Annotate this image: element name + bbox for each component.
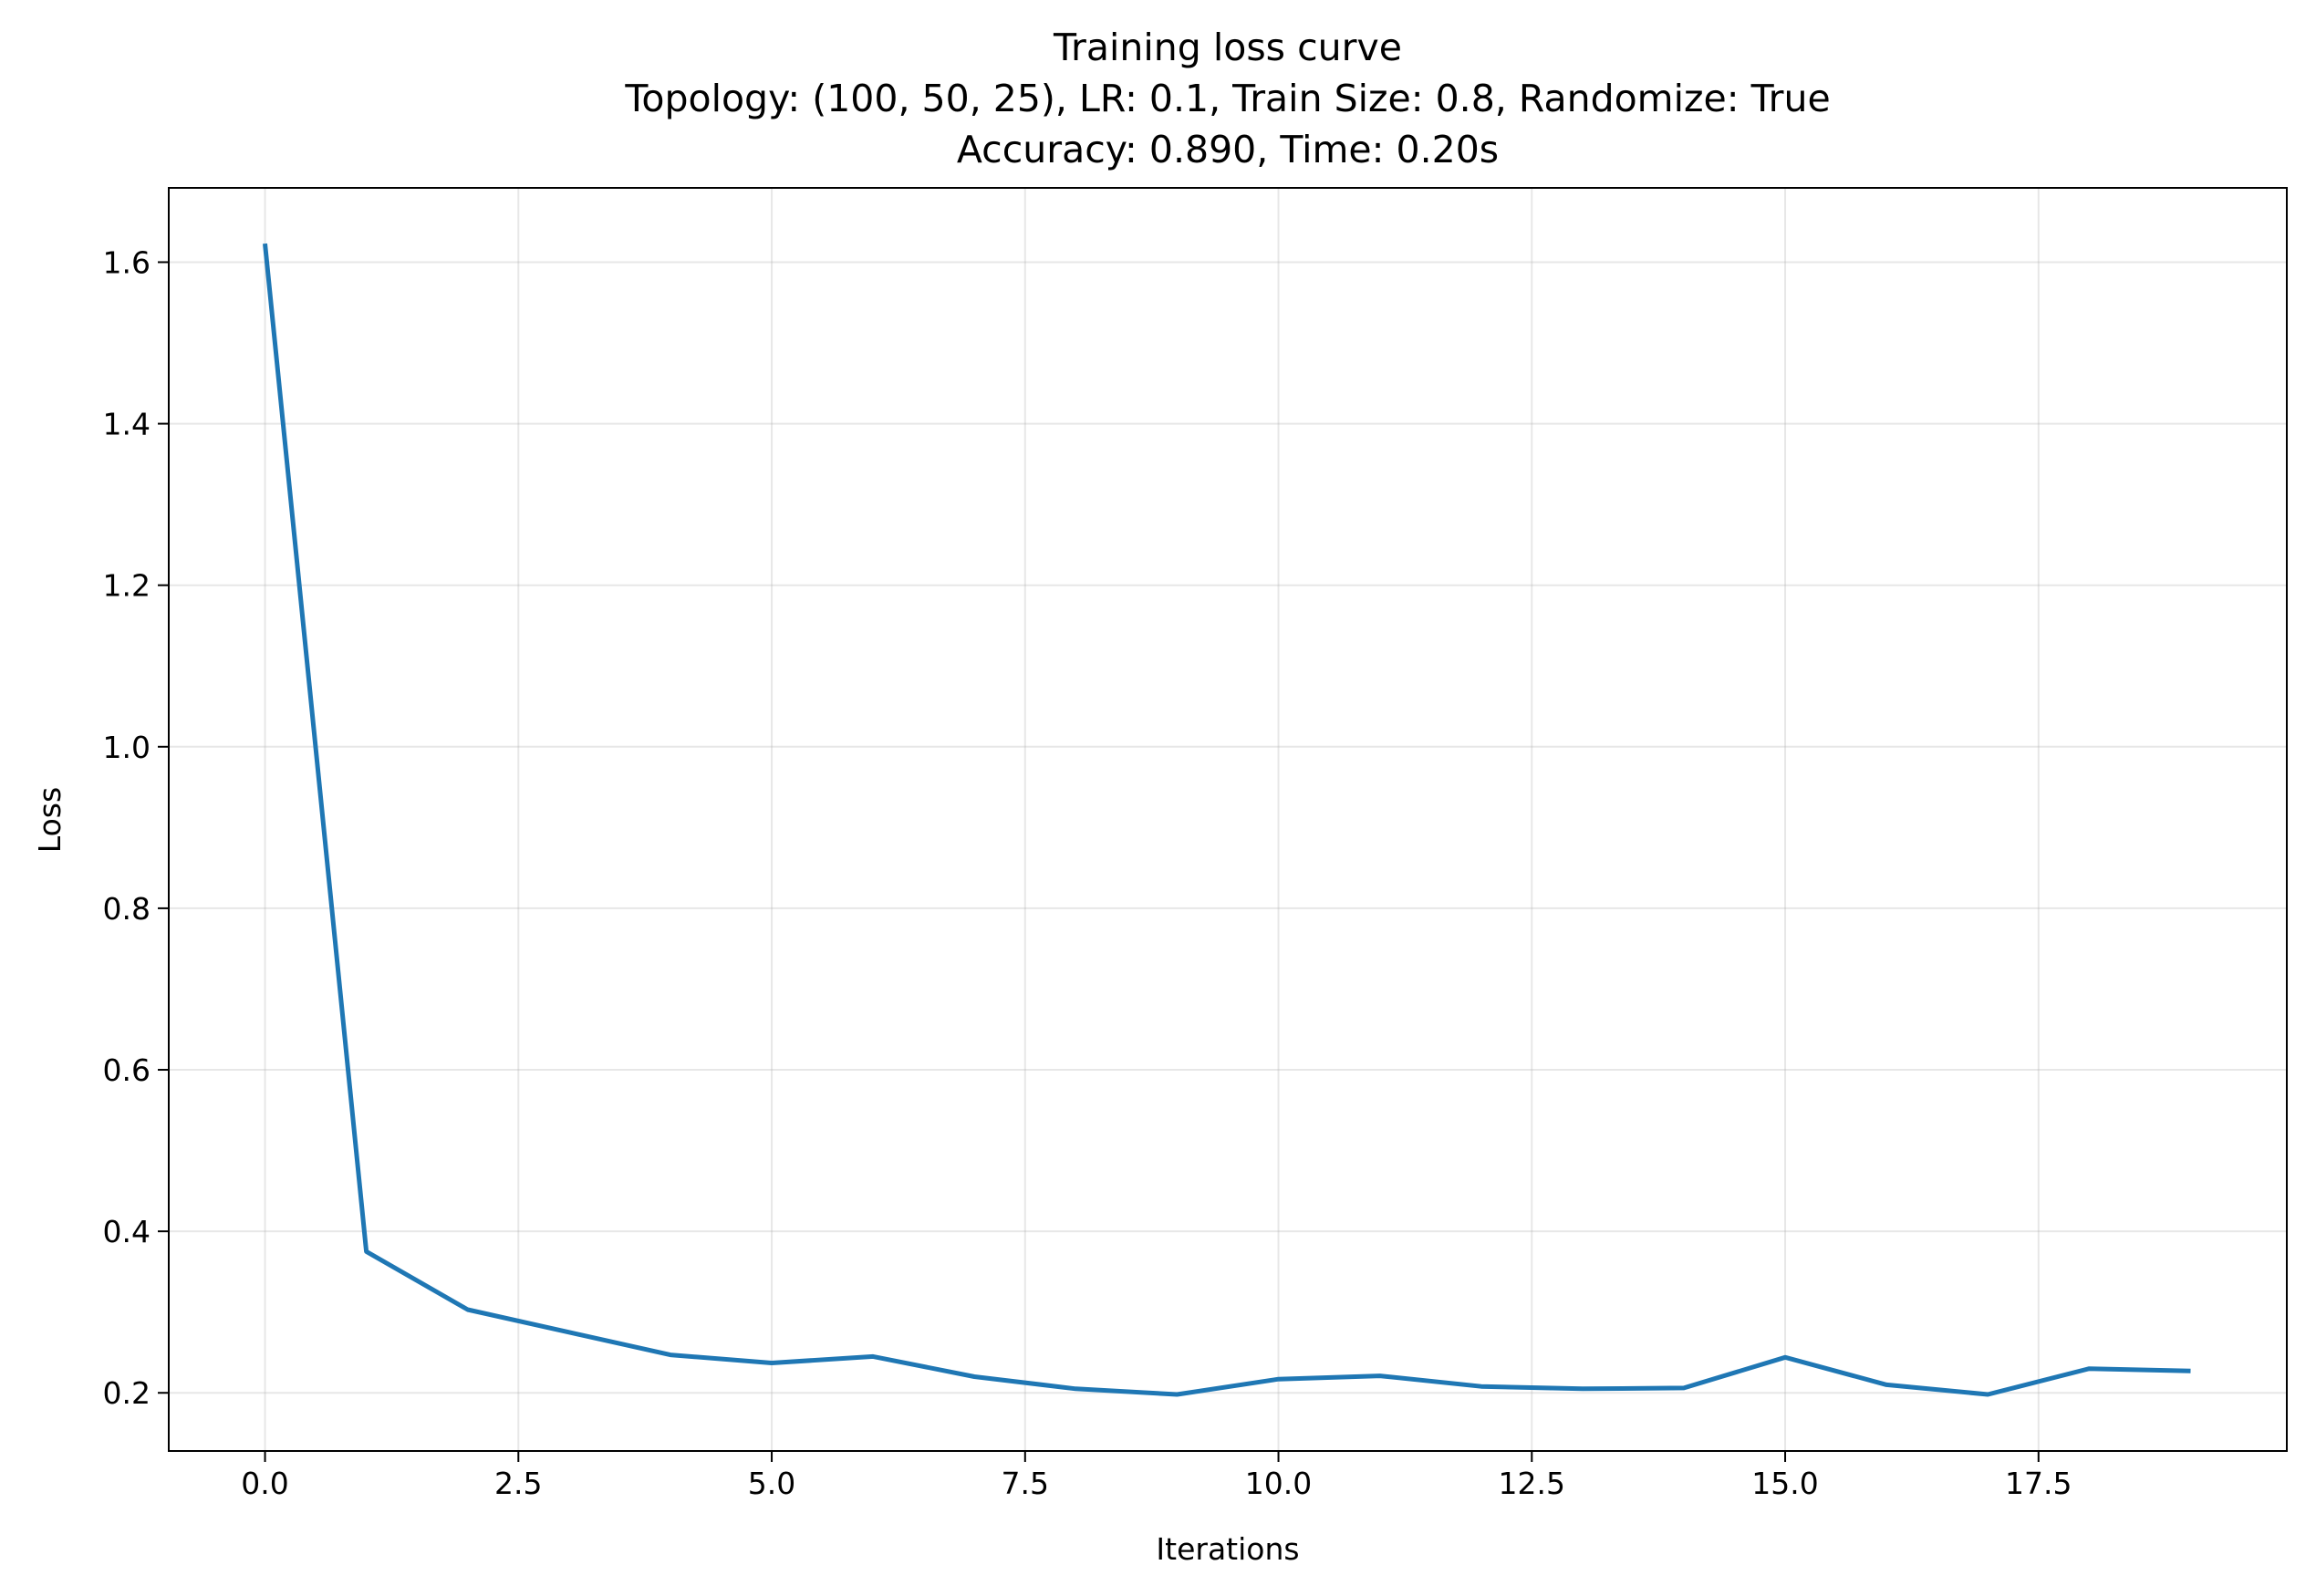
chart-title-line-2: Topology: (100, 50, 25), LR: 0.1, Train … xyxy=(624,77,1830,120)
x-tick-label: 15.0 xyxy=(1751,1466,1818,1501)
grid xyxy=(169,188,2287,1451)
x-tick-label: 17.5 xyxy=(2005,1466,2072,1501)
x-tick-label: 5.0 xyxy=(748,1466,795,1501)
x-tick-label: 12.5 xyxy=(1499,1466,1565,1501)
y-tick-label: 0.4 xyxy=(103,1214,151,1249)
y-tick-label: 0.8 xyxy=(103,891,151,927)
chart-title: Training loss curve Topology: (100, 50, … xyxy=(624,26,1830,171)
y-axis: 0.2 0.4 0.6 0.8 1.0 1.2 1.4 1.6 xyxy=(103,244,169,1411)
plot-frame xyxy=(168,187,2288,1452)
chart-title-line-3: Accuracy: 0.890, Time: 0.20s xyxy=(957,128,1499,171)
series-layer xyxy=(263,243,2191,1397)
y-axis-label: Loss xyxy=(32,787,68,853)
y-tick-label: 1.6 xyxy=(103,244,151,280)
chart-title-line-1: Training loss curve xyxy=(1053,26,1402,69)
x-tick-label: 7.5 xyxy=(1002,1466,1049,1501)
y-tick-label: 1.0 xyxy=(103,730,151,765)
loss-series-line xyxy=(263,243,2191,1397)
y-tick-label: 1.4 xyxy=(103,407,151,442)
x-tick-label: 10.0 xyxy=(1245,1466,1312,1501)
y-tick-label: 1.2 xyxy=(103,568,151,604)
x-tick-label: 0.0 xyxy=(241,1466,288,1501)
x-axis: 0.0 2.5 5.0 7.5 10.0 12.5 15.0 17.5 xyxy=(241,1451,2072,1501)
y-tick-label: 0.6 xyxy=(103,1052,151,1088)
y-tick-label: 0.2 xyxy=(103,1375,151,1411)
x-tick-label: 2.5 xyxy=(494,1466,542,1501)
x-axis-label: Iterations xyxy=(1156,1531,1299,1567)
